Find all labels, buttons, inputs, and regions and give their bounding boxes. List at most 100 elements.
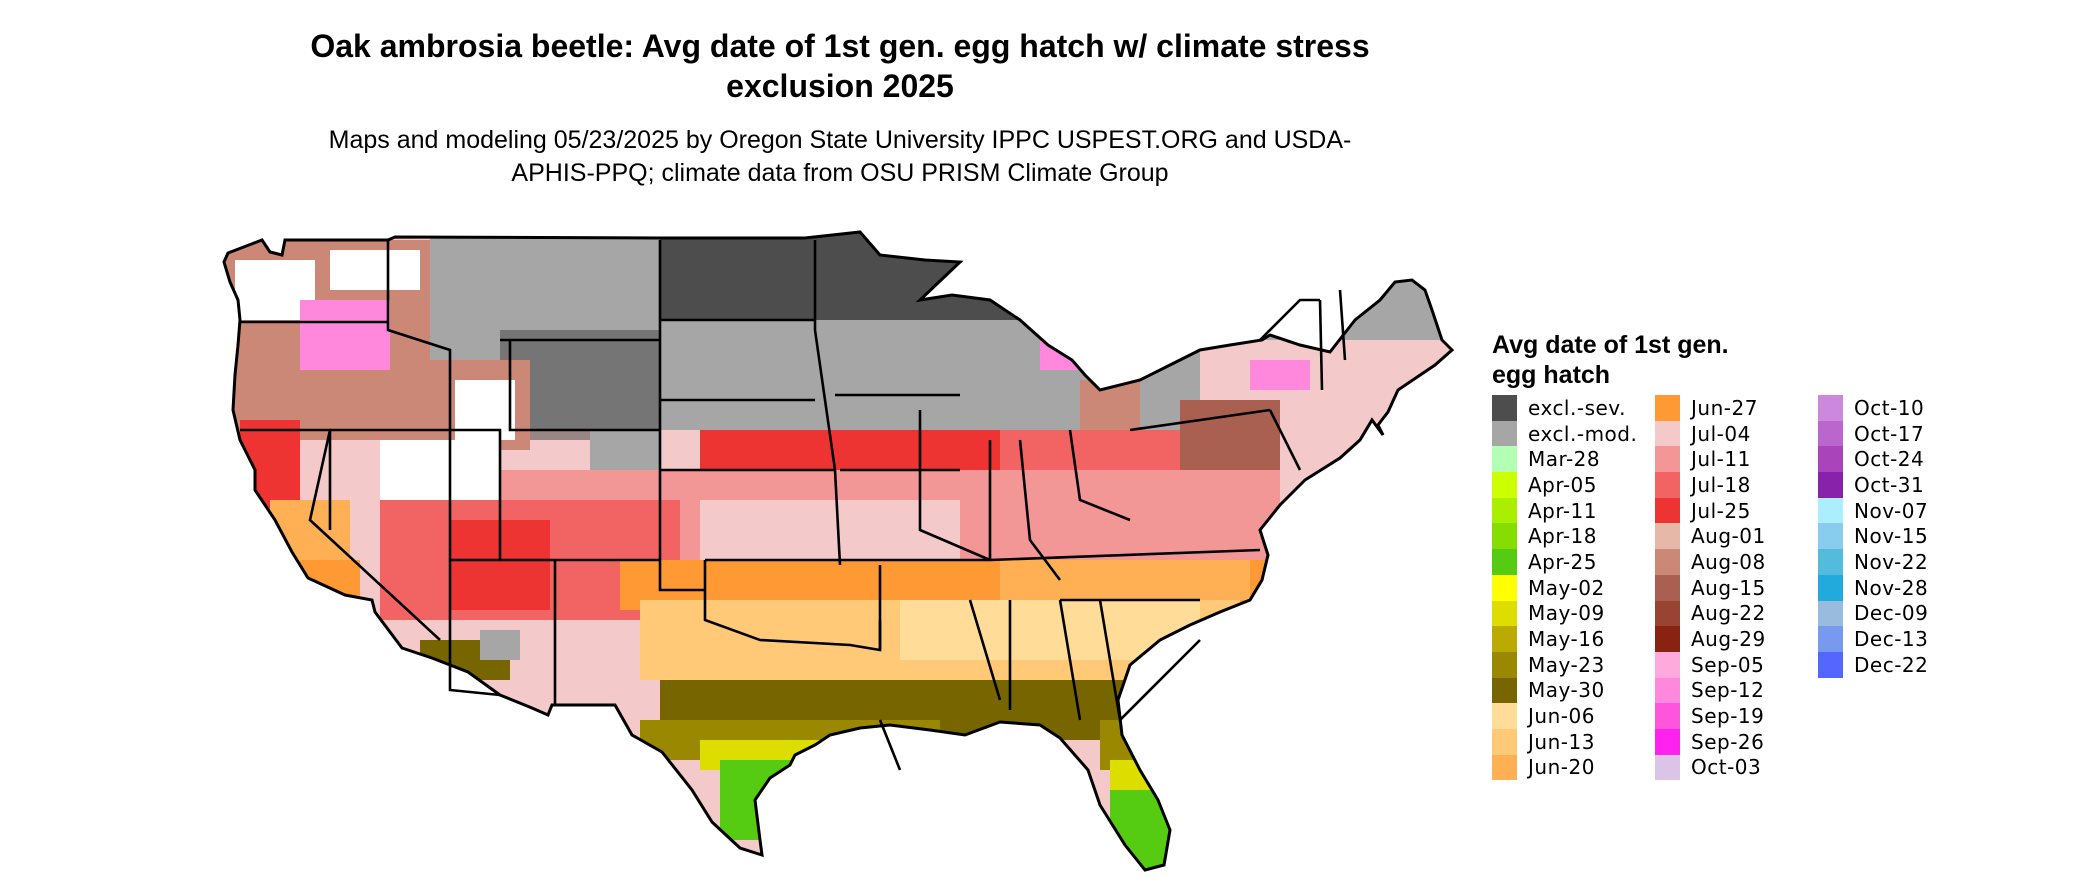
legend-label: Oct-17 bbox=[1854, 421, 1925, 446]
legend-label: Sep-05 bbox=[1691, 652, 1765, 677]
legend-item: Mar-28 bbox=[1492, 446, 1637, 473]
legend-label: Apr-18 bbox=[1528, 524, 1597, 549]
legend-swatch bbox=[1655, 703, 1680, 729]
legend-swatch bbox=[1818, 497, 1843, 524]
legend-label: excl.-mod. bbox=[1528, 421, 1638, 446]
legend-label: Aug-29 bbox=[1691, 627, 1766, 652]
legend-label: May-30 bbox=[1528, 678, 1605, 703]
legend-column-2: Jun-27 Jul-04 Jul-11 Jul-18 Jul-25 Aug-0… bbox=[1655, 395, 1766, 781]
legend-item: excl.-sev. bbox=[1492, 395, 1637, 421]
map-subtitle: Maps and modeling 05/23/2025 by Oregon S… bbox=[328, 126, 1352, 187]
legend-swatch bbox=[1492, 728, 1517, 755]
legend-item: Oct-31 bbox=[1818, 472, 1928, 498]
legend-swatch bbox=[1655, 600, 1680, 627]
legend-label: Jun-13 bbox=[1528, 729, 1595, 754]
legend-label: Nov-28 bbox=[1854, 575, 1929, 600]
legend-item: Apr-11 bbox=[1492, 497, 1637, 524]
legend-item: Apr-25 bbox=[1492, 549, 1637, 575]
legend-item: Oct-03 bbox=[1655, 754, 1766, 781]
legend-item: Sep-26 bbox=[1655, 728, 1766, 755]
legend-item: Oct-10 bbox=[1818, 395, 1928, 421]
legend-label: Oct-31 bbox=[1854, 472, 1925, 497]
legend-label: May-02 bbox=[1528, 575, 1605, 600]
legend-item: Dec-22 bbox=[1818, 651, 1929, 678]
map-title: Oak ambrosia beetle: Avg date of 1st gen… bbox=[310, 28, 1370, 104]
legend-swatch bbox=[1655, 754, 1680, 781]
legend-label: Oct-10 bbox=[1854, 395, 1925, 420]
state-borders bbox=[240, 240, 1347, 771]
legend-label: Jul-11 bbox=[1691, 447, 1751, 472]
legend-label: Mar-28 bbox=[1528, 447, 1601, 472]
legend-swatch bbox=[1492, 497, 1517, 524]
legend-item: Aug-15 bbox=[1655, 574, 1766, 601]
legend-item: Jul-25 bbox=[1655, 497, 1766, 524]
legend-swatch bbox=[1492, 472, 1517, 498]
legend-label: Jun-06 bbox=[1528, 704, 1595, 729]
legend-swatch bbox=[1818, 549, 1843, 575]
legend-item: Apr-05 bbox=[1492, 472, 1637, 498]
legend-item: May-02 bbox=[1492, 574, 1637, 601]
legend-swatch bbox=[1655, 574, 1680, 601]
legend-label: Dec-22 bbox=[1854, 652, 1929, 677]
legend-swatch bbox=[1655, 626, 1680, 652]
legend-swatch bbox=[1655, 472, 1680, 498]
legend-title: Avg date of 1st gen. egg hatch bbox=[1492, 331, 1729, 389]
legend-item: May-30 bbox=[1492, 677, 1637, 704]
legend-label: Sep-26 bbox=[1691, 729, 1765, 754]
legend-swatch bbox=[1492, 754, 1517, 781]
legend-label: Jun-27 bbox=[1691, 395, 1758, 420]
legend-swatch bbox=[1492, 523, 1517, 550]
legend-swatch bbox=[1655, 395, 1680, 421]
legend-item: Dec-13 bbox=[1818, 626, 1928, 652]
legend-label: May-16 bbox=[1528, 627, 1605, 652]
legend-column-3: Oct-10 Oct-17 Oct-24 Oct-31 Nov-07 Nov-1… bbox=[1818, 395, 1928, 678]
legend-label: Dec-13 bbox=[1854, 627, 1929, 652]
legend-item: Sep-19 bbox=[1655, 703, 1766, 729]
legend-swatch bbox=[1655, 651, 1680, 678]
legend-item: Nov-15 bbox=[1818, 523, 1928, 550]
legend-item: May-16 bbox=[1492, 626, 1637, 652]
legend-item: Dec-09 bbox=[1818, 600, 1929, 627]
legend-item: Nov-28 bbox=[1818, 574, 1929, 601]
legend-label: Dec-09 bbox=[1854, 601, 1929, 626]
legend-swatch bbox=[1818, 600, 1843, 627]
legend-label: Apr-25 bbox=[1528, 549, 1597, 574]
legend-label: Jul-18 bbox=[1691, 472, 1751, 497]
legend-item: Aug-01 bbox=[1655, 523, 1766, 550]
legend-swatch bbox=[1492, 626, 1517, 652]
legend-item: Aug-08 bbox=[1655, 549, 1766, 575]
legend-label: excl.-sev. bbox=[1528, 395, 1626, 420]
legend-swatch bbox=[1655, 446, 1680, 473]
legend-swatch bbox=[1655, 420, 1680, 447]
legend-swatch bbox=[1818, 446, 1843, 473]
legend-item: Jul-04 bbox=[1655, 420, 1766, 447]
legend-swatch bbox=[1818, 472, 1843, 498]
legend-item: Oct-17 bbox=[1818, 420, 1928, 447]
legend-label: Apr-11 bbox=[1528, 498, 1597, 523]
legend-item: Sep-12 bbox=[1655, 677, 1766, 704]
legend-label: Nov-22 bbox=[1854, 549, 1929, 574]
legend-swatch bbox=[1818, 420, 1843, 447]
legend-label: Jul-25 bbox=[1691, 498, 1751, 523]
legend-swatch bbox=[1492, 446, 1517, 473]
legend-item: Jun-13 bbox=[1492, 728, 1637, 755]
legend-swatch bbox=[1492, 677, 1517, 704]
legend-item: excl.-mod. bbox=[1492, 420, 1638, 447]
legend-item: Nov-22 bbox=[1818, 549, 1928, 575]
legend-item: Aug-29 bbox=[1655, 626, 1766, 652]
legend-swatch bbox=[1818, 574, 1843, 601]
legend-item: May-23 bbox=[1492, 651, 1637, 678]
legend-label: May-09 bbox=[1528, 601, 1605, 626]
legend-label: Aug-01 bbox=[1691, 524, 1766, 549]
legend-item: Jun-06 bbox=[1492, 703, 1637, 729]
legend-swatch bbox=[1492, 651, 1517, 678]
legend-item: Apr-18 bbox=[1492, 523, 1637, 550]
legend-label: Nov-07 bbox=[1854, 498, 1929, 523]
legend-label: Apr-05 bbox=[1528, 472, 1597, 497]
legend-swatch bbox=[1655, 728, 1680, 755]
legend-label: Sep-19 bbox=[1691, 704, 1765, 729]
legend-swatch bbox=[1492, 703, 1517, 729]
legend-item: Aug-22 bbox=[1655, 600, 1766, 627]
legend-swatch bbox=[1655, 497, 1680, 524]
legend-label: Jul-04 bbox=[1691, 421, 1751, 446]
